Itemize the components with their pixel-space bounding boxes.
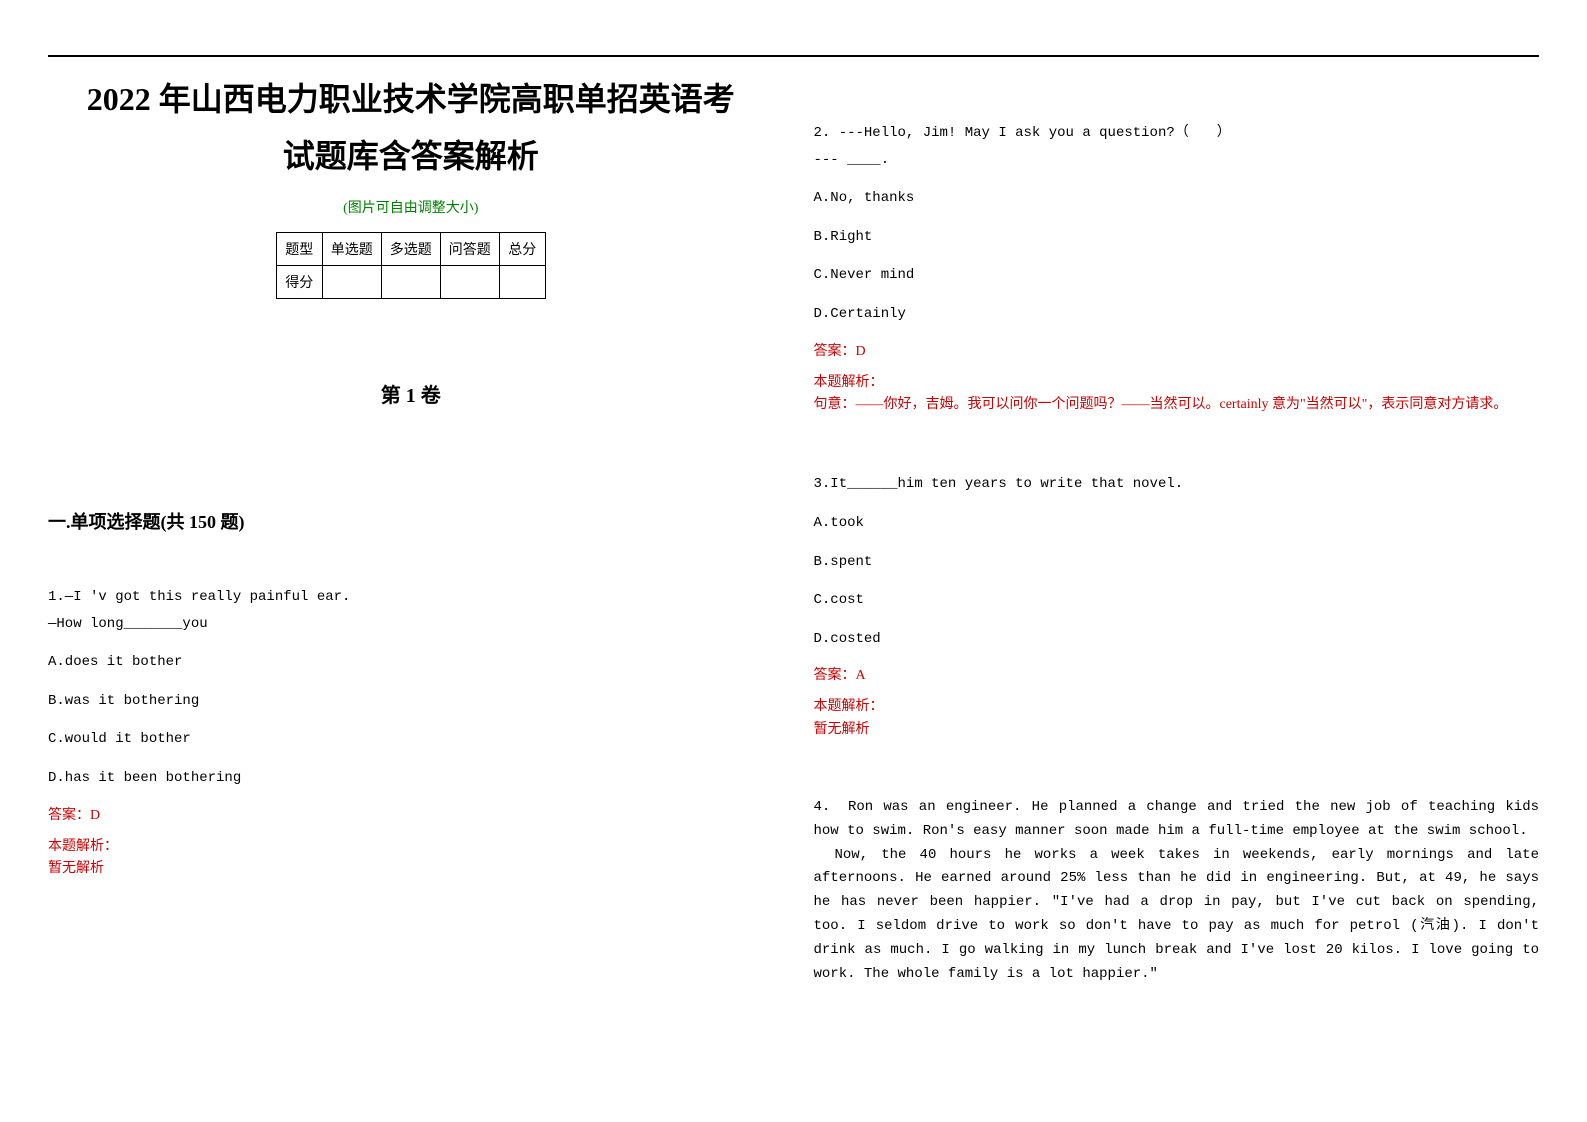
right-column: 2. ---Hello, Jim! May I ask you a questi… — [814, 75, 1540, 986]
q2-stem-line1: 2. ---Hello, Jim! May I ask you a questi… — [814, 120, 1540, 147]
q2-analysis-label: 本题解析： — [814, 372, 1540, 394]
q1-option-b: B.was it bothering — [48, 688, 774, 715]
left-column: 2022 年山西电力职业技术学院高职单招英语考 试题库含答案解析 (图片可自由调… — [48, 75, 774, 986]
q4-p1: 4. Ron was an engineer. He planned a cha… — [814, 796, 1540, 844]
score-cell — [440, 266, 499, 299]
q1-analysis-text: 暂无解析 — [48, 858, 774, 880]
main-title-line1: 2022 年山西电力职业技术学院高职单招英语考 — [48, 75, 774, 123]
q2-answer: 答案：D — [814, 340, 1540, 360]
q2-stem: 2. ---Hello, Jim! May I ask you a questi… — [814, 120, 1540, 173]
q3-analysis-label: 本题解析： — [814, 696, 1540, 718]
q3-stem: 3.It______him ten years to write that no… — [814, 471, 1540, 498]
q3-option-c: C.cost — [814, 587, 1540, 614]
score-cell — [381, 266, 440, 299]
hint-text: (图片可自由调整大小) — [48, 197, 774, 217]
q2-stem-line2: --- ____. — [814, 147, 1540, 174]
q4-p2: Now, the 40 hours he works a week takes … — [814, 844, 1540, 987]
q1-answer: 答案：D — [48, 804, 774, 824]
q2-option-a: A.No, thanks — [814, 185, 1540, 212]
score-table: 题型 单选题 多选题 问答题 总分 得分 — [276, 232, 546, 299]
q1-option-d: D.has it been bothering — [48, 765, 774, 792]
q1-stem-line1: 1.—I 'v got this really painful ear. — [48, 584, 774, 611]
q3-analysis-text: 暂无解析 — [814, 719, 1540, 741]
header-cell: 单选题 — [322, 233, 381, 266]
question-4-passage: 4. Ron was an engineer. He planned a cha… — [814, 796, 1540, 986]
question-2: 2. ---Hello, Jim! May I ask you a questi… — [814, 120, 1540, 416]
volume-title: 第 1 卷 — [48, 379, 774, 408]
q2-option-b: B.Right — [814, 224, 1540, 251]
q3-option-d: D.costed — [814, 626, 1540, 653]
q3-option-a: A.took — [814, 510, 1540, 537]
q1-stem: 1.—I 'v got this really painful ear. —Ho… — [48, 584, 774, 637]
row-label-cell: 得分 — [276, 266, 322, 299]
q3-answer: 答案：A — [814, 664, 1540, 684]
q2-option-c: C.Never mind — [814, 262, 1540, 289]
score-cell — [499, 266, 545, 299]
section-title: 一.单项选择题(共 150 题) — [48, 508, 774, 534]
header-cell: 问答题 — [440, 233, 499, 266]
header-cell: 总分 — [499, 233, 545, 266]
main-title-line2: 试题库含答案解析 — [48, 131, 774, 177]
table-score-row: 得分 — [276, 266, 545, 299]
page-container: 2022 年山西电力职业技术学院高职单招英语考 试题库含答案解析 (图片可自由调… — [48, 75, 1539, 986]
q3-option-b: B.spent — [814, 549, 1540, 576]
q2-analysis-text: 句意：——你好，吉姆。我可以问你一个问题吗？——当然可以。certainly 意… — [814, 394, 1540, 416]
q1-stem-line2: —How long_______you — [48, 611, 774, 638]
q1-analysis-label: 本题解析： — [48, 836, 774, 858]
table-header-row: 题型 单选题 多选题 问答题 总分 — [276, 233, 545, 266]
score-cell — [322, 266, 381, 299]
header-cell: 多选题 — [381, 233, 440, 266]
top-border — [48, 55, 1539, 57]
q1-option-c: C.would it bother — [48, 726, 774, 753]
question-3: 3.It______him ten years to write that no… — [814, 471, 1540, 741]
question-1: 1.—I 'v got this really painful ear. —Ho… — [48, 584, 774, 880]
q2-option-d: D.Certainly — [814, 301, 1540, 328]
header-cell: 题型 — [276, 233, 322, 266]
q1-option-a: A.does it bother — [48, 649, 774, 676]
